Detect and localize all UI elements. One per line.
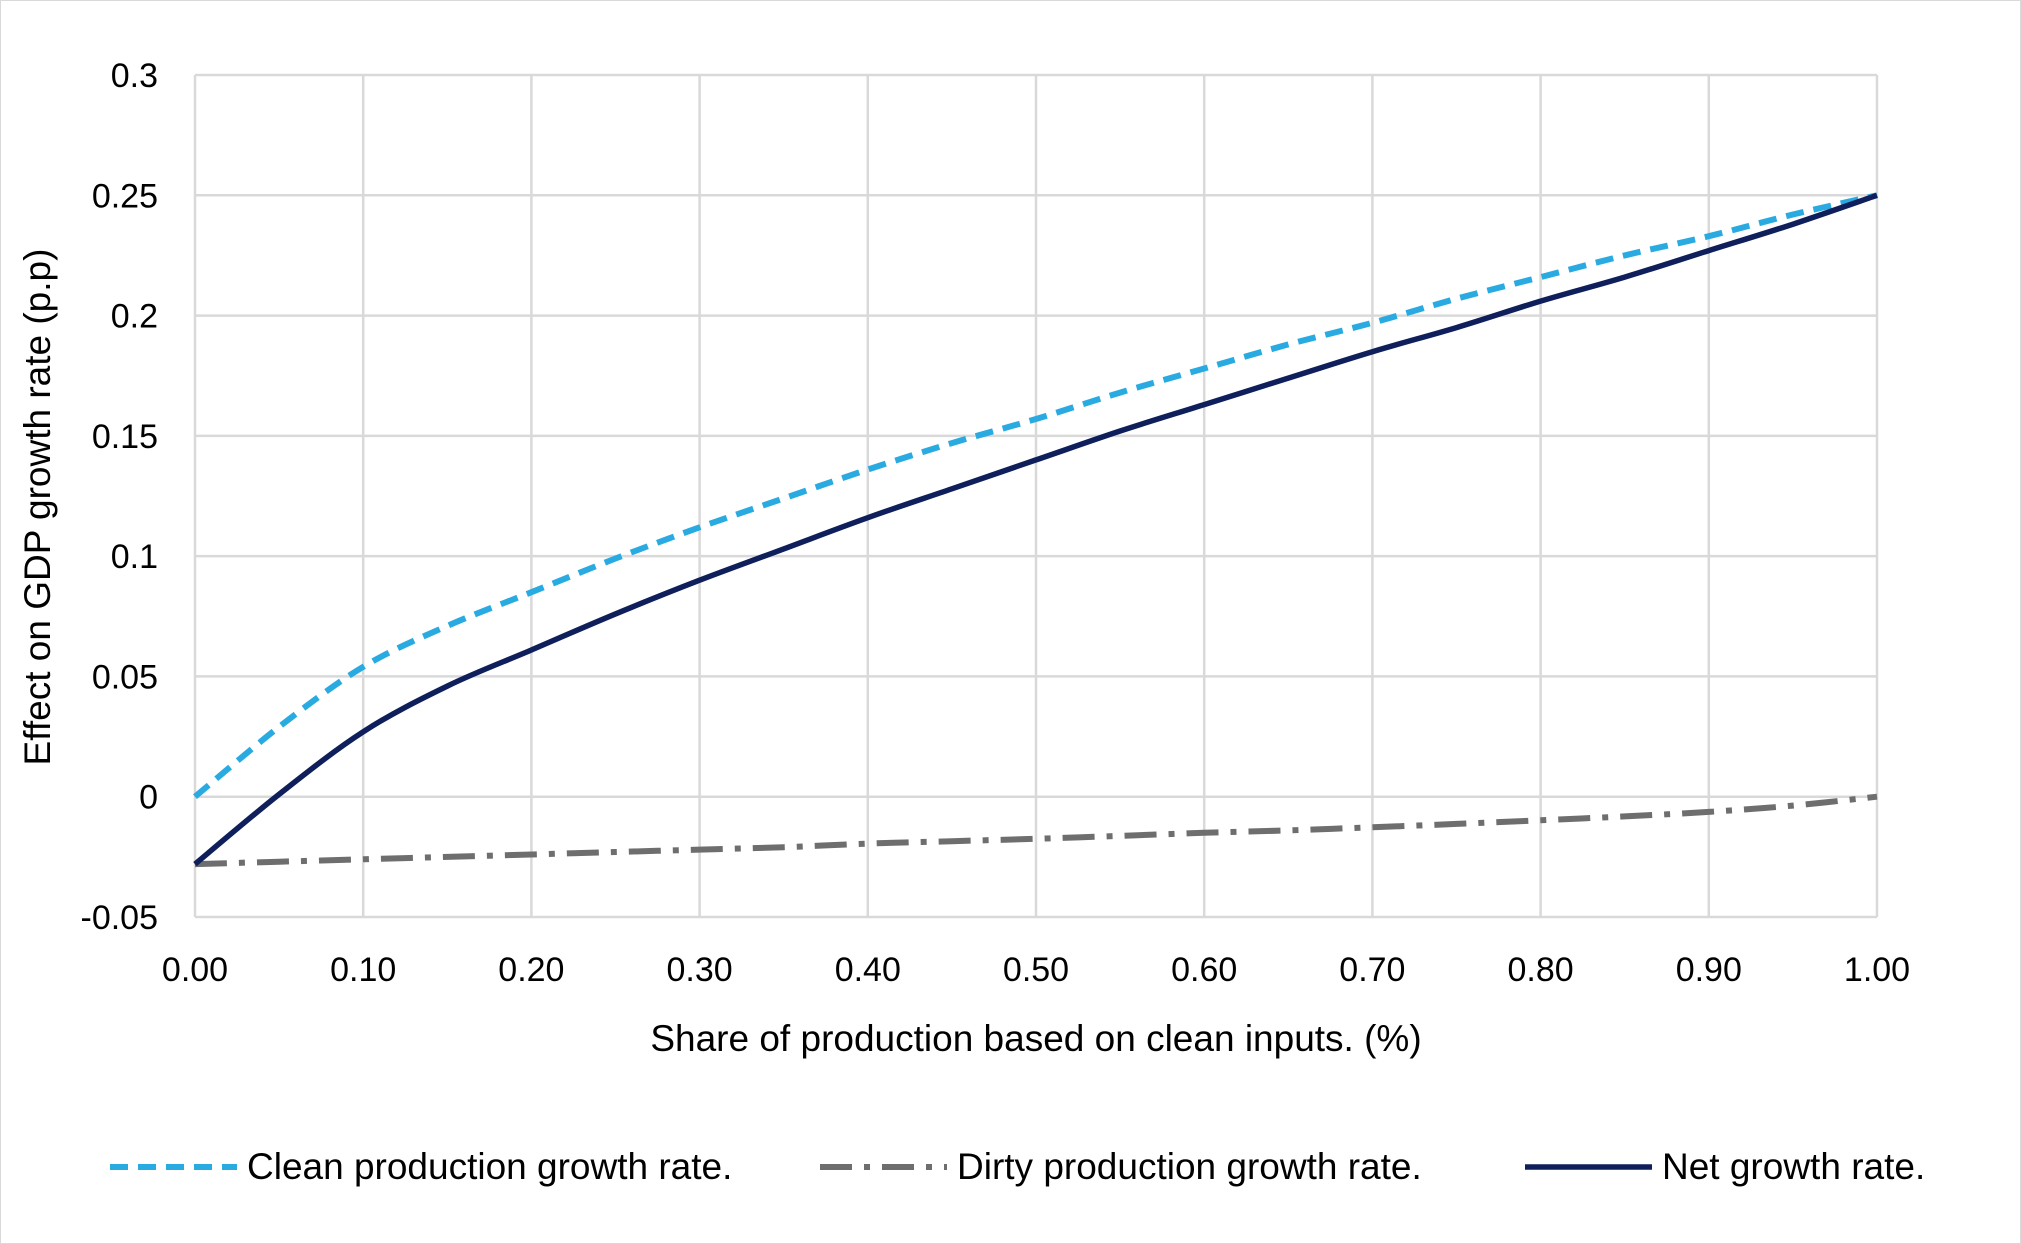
- x-tick-label: 0.90: [1676, 951, 1742, 989]
- x-tick-label: 1.00: [1844, 951, 1910, 989]
- legend-label: Net growth rate.: [1662, 1146, 1925, 1187]
- y-tick-label: 0: [139, 779, 158, 817]
- x-tick-label: 0.60: [1171, 951, 1237, 989]
- legend: Clean production growth rate. Dirty produ…: [110, 1146, 1925, 1187]
- x-axis-title: Share of production based on clean input…: [650, 1018, 1421, 1059]
- series-line-1: [193, 192, 1878, 800]
- x-axis-ticks: 0.00 0.10 0.20 0.30 0.40 0.50 0.60 0.70 0.80 0.90…: [162, 951, 1910, 989]
- x-tick-label: 0.70: [1339, 951, 1405, 989]
- y-tick-label: 0.25: [92, 177, 158, 215]
- y-tick-label: 0.1: [111, 538, 158, 576]
- x-tick-label: 0.40: [835, 951, 901, 989]
- y-tick-label: 0.15: [92, 418, 158, 456]
- x-tick-label: 0.30: [667, 951, 733, 989]
- series-lines: [193, 192, 1878, 868]
- series-line-3: [193, 192, 1878, 867]
- x-tick-label: 0.10: [330, 951, 396, 989]
- y-tick-label: 0.3: [111, 57, 158, 95]
- legend-label: Clean production growth rate.: [247, 1146, 732, 1187]
- legend-label: Dirty production growth rate.: [957, 1146, 1422, 1187]
- y-axis-ticks: -0.05 0 0.05 0.1 0.15 0.2 0.25 0.3: [81, 57, 159, 937]
- y-tick-label: 0.05: [92, 658, 158, 696]
- x-tick-label: 0.00: [162, 951, 228, 989]
- series-line-2: [194, 793, 1878, 868]
- gridlines: [193, 73, 1879, 919]
- x-tick-label: 0.80: [1508, 951, 1574, 989]
- y-tick-label: -0.05: [81, 899, 159, 937]
- x-tick-label: 0.20: [498, 951, 564, 989]
- x-tick-label: 0.50: [1003, 951, 1069, 989]
- y-tick-label: 0.2: [111, 298, 158, 336]
- y-axis-title: Effect on GDP growth rate (p.p): [17, 249, 58, 766]
